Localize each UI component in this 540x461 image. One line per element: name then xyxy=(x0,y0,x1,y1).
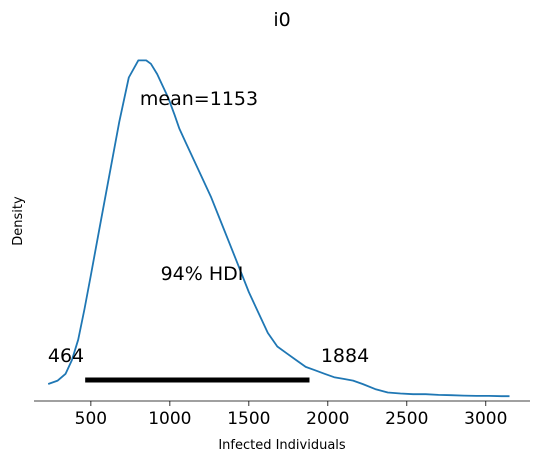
density-line xyxy=(47,59,510,398)
series-layer xyxy=(47,59,510,398)
x-tick-label: 2500 xyxy=(385,409,428,429)
axes: 500 1000 1500 2000 2500 3000 xyxy=(34,400,530,429)
x-tick-label: 1000 xyxy=(148,409,191,429)
chart-title: i0 xyxy=(273,9,290,31)
x-tick-label: 1500 xyxy=(227,409,270,429)
hdi-low-label: 464 xyxy=(48,345,84,367)
x-axis-label: Infected Individuals xyxy=(218,438,346,453)
hdi-high-label: 1884 xyxy=(321,345,369,367)
y-axis-label: Density xyxy=(11,196,26,246)
x-tick-label: 2000 xyxy=(306,409,349,429)
x-tick-label: 500 xyxy=(75,409,107,429)
hdi-label: 94% HDI xyxy=(161,263,244,285)
x-tick-label: 3000 xyxy=(464,409,507,429)
mean-annotation: mean=1153 xyxy=(140,88,258,110)
